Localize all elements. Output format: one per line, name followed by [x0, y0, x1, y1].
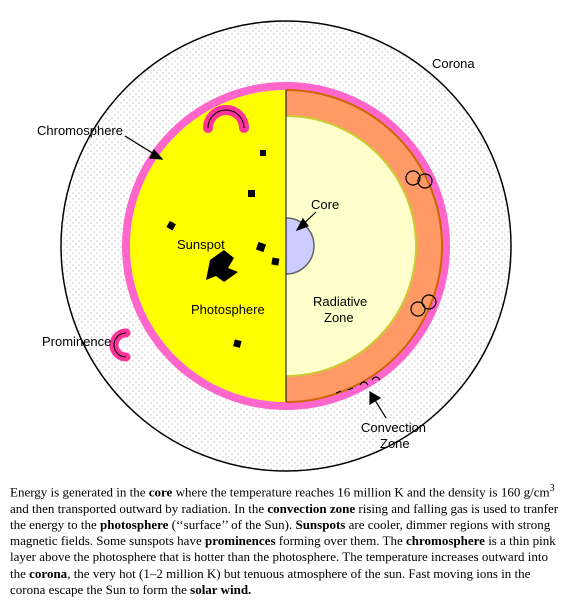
- label-prominence: Prominence: [42, 334, 111, 349]
- label-sunspot: Sunspot: [177, 237, 225, 252]
- sun-diagram: Corona Chromosphere Core Sunspot Photosp…: [0, 0, 569, 607]
- label-radiative: Radiative: [313, 294, 367, 309]
- label-convection-z: Zone: [380, 436, 410, 451]
- label-radiative-z: Zone: [324, 310, 354, 325]
- label-convection: Convection: [361, 420, 426, 435]
- label-photosphere: Photosphere: [191, 302, 265, 317]
- label-chromosphere: Chromosphere: [37, 123, 123, 138]
- caption-paragraph: Energy is generated in the core where th…: [10, 483, 559, 598]
- label-corona: Corona: [432, 56, 475, 71]
- diagram-svg: [0, 0, 569, 482]
- label-core: Core: [311, 197, 339, 212]
